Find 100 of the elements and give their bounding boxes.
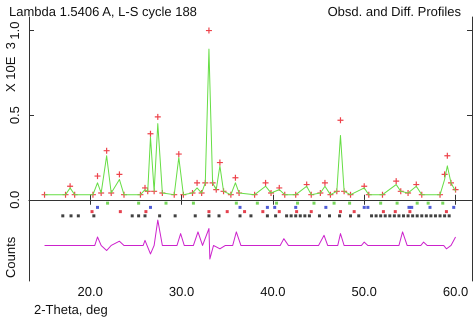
chart-title: Lambda 1.5406 A, L-S cycle 188 (9, 4, 197, 19)
point (295, 210, 298, 214)
point (379, 202, 382, 205)
point (285, 214, 288, 218)
point (174, 214, 177, 218)
x-tick-label: 40.0 (260, 284, 286, 299)
point (416, 202, 419, 205)
point (164, 202, 168, 205)
point (429, 214, 432, 218)
text: X 10E 3 (3, 42, 18, 92)
point (392, 214, 396, 218)
point (310, 210, 313, 214)
x-tick-label: 20.0 (78, 284, 103, 299)
point (388, 214, 392, 218)
point (410, 206, 414, 209)
point (238, 206, 242, 209)
point (294, 214, 298, 218)
point (238, 214, 242, 218)
point (443, 214, 446, 218)
point (382, 210, 385, 214)
point (144, 210, 148, 214)
point (332, 202, 336, 205)
point (416, 214, 419, 218)
point (294, 206, 298, 209)
point (308, 214, 311, 218)
point (411, 214, 414, 218)
point (194, 214, 197, 218)
point (370, 214, 374, 218)
point (349, 214, 352, 218)
point (420, 214, 424, 218)
point (217, 214, 220, 218)
point (402, 214, 405, 218)
chart-subtitle: Obsd. and Diff. Profiles (328, 4, 462, 19)
x-tick-label: 60.0 (442, 284, 468, 299)
point (261, 210, 264, 214)
point (298, 214, 302, 218)
point (406, 214, 410, 218)
point (434, 214, 437, 218)
point (130, 214, 134, 218)
point (70, 214, 73, 218)
point (266, 214, 269, 218)
point (106, 202, 110, 205)
point (357, 214, 360, 218)
point (384, 214, 387, 218)
point (424, 214, 428, 218)
point (90, 210, 94, 214)
point (348, 202, 352, 205)
y-tick-label: 1.0 (7, 22, 22, 40)
point (137, 214, 140, 218)
x-axis-title: 2-Theta, deg (34, 302, 108, 317)
point (278, 210, 281, 214)
point (256, 202, 259, 205)
point (226, 210, 229, 214)
point (338, 210, 342, 214)
point (324, 206, 328, 209)
point (312, 202, 316, 205)
point (441, 202, 444, 205)
point (207, 210, 210, 214)
line-series (44, 220, 456, 260)
point (328, 214, 332, 218)
point (438, 214, 442, 218)
point (338, 214, 342, 218)
point (379, 214, 382, 218)
x-tick-label: 50.0 (352, 284, 377, 299)
point (303, 214, 306, 218)
point (249, 214, 252, 218)
point (444, 210, 448, 214)
point (234, 202, 238, 205)
x-tick-label: 30.0 (168, 284, 194, 299)
point (426, 202, 430, 205)
point (243, 210, 246, 214)
point (118, 210, 122, 214)
point (158, 214, 162, 218)
y-axis-title: Counts (3, 236, 18, 278)
point (207, 214, 210, 218)
point (96, 206, 100, 209)
point (144, 214, 146, 218)
point (296, 202, 300, 205)
point (452, 206, 456, 209)
point (396, 202, 399, 205)
point (192, 202, 195, 205)
point (266, 206, 269, 209)
point (448, 214, 451, 218)
y-tick-label: 0.5 (7, 106, 22, 124)
point (290, 214, 293, 218)
point (397, 214, 400, 218)
point (352, 210, 356, 214)
point (275, 202, 278, 205)
point (273, 206, 276, 209)
point (137, 202, 140, 205)
point (274, 214, 278, 218)
point (76, 214, 80, 218)
point (408, 210, 412, 214)
point (318, 214, 321, 218)
y-tick-label: 0.0 (7, 190, 22, 209)
point (428, 206, 432, 209)
point (394, 210, 397, 214)
point (362, 206, 366, 209)
point (92, 214, 96, 218)
point (148, 206, 152, 209)
